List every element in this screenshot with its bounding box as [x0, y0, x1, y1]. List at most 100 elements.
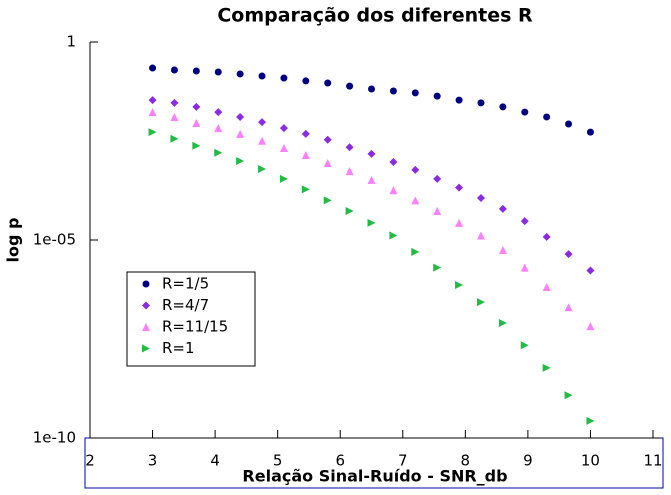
- point: [192, 141, 201, 150]
- y-tick-label: 1e-05: [33, 231, 76, 249]
- x-tick-label: 4: [210, 452, 220, 470]
- point: [520, 217, 529, 226]
- point: [498, 245, 507, 254]
- point: [214, 108, 223, 117]
- point: [301, 151, 310, 160]
- point: [258, 136, 267, 145]
- legend-marker: [142, 301, 150, 310]
- point: [542, 232, 551, 241]
- point: [565, 120, 573, 128]
- legend-marker: [142, 280, 150, 288]
- point: [367, 175, 376, 184]
- point: [280, 74, 288, 82]
- point: [520, 263, 529, 272]
- legend-label: R=11/15: [162, 318, 228, 336]
- x-tick-label: 2: [85, 452, 95, 470]
- point: [170, 112, 179, 121]
- legend-marker: [142, 323, 150, 331]
- point: [170, 98, 179, 107]
- point: [367, 218, 376, 227]
- x-tick-label: 8: [461, 452, 471, 470]
- point: [498, 204, 507, 213]
- point: [411, 165, 420, 174]
- point: [543, 113, 551, 121]
- y-tick-label: 1: [66, 33, 76, 51]
- point: [279, 174, 288, 183]
- point: [433, 92, 441, 100]
- point: [564, 303, 573, 312]
- point: [170, 134, 179, 143]
- point: [389, 186, 398, 195]
- point: [346, 82, 354, 90]
- point: [345, 206, 354, 215]
- legend-label: R=1/5: [162, 275, 209, 293]
- point: [520, 341, 529, 350]
- legend-label: R=1: [162, 339, 195, 357]
- x-tick-label: 7: [398, 452, 408, 470]
- point: [586, 128, 594, 136]
- point: [214, 124, 223, 133]
- point: [214, 148, 223, 157]
- point: [301, 129, 310, 138]
- x-axis-label: Relação Sinal-Ruído - SNR_db: [242, 467, 507, 486]
- point: [279, 144, 288, 153]
- x-tick-label: 3: [148, 452, 158, 470]
- point: [324, 79, 332, 87]
- point: [586, 266, 595, 275]
- point: [192, 102, 201, 111]
- point: [521, 108, 529, 116]
- point: [345, 167, 354, 176]
- point: [433, 174, 442, 183]
- point: [411, 247, 420, 256]
- point: [258, 72, 266, 80]
- point: [542, 283, 551, 292]
- point: [411, 196, 420, 205]
- point: [564, 250, 573, 259]
- y-axis-label: log p: [4, 218, 23, 263]
- point: [236, 156, 245, 165]
- chart-title: Comparação dos diferentes R: [217, 5, 533, 27]
- point: [498, 319, 507, 328]
- point: [148, 128, 157, 137]
- point: [433, 206, 442, 215]
- x-tick-label: 9: [523, 452, 533, 470]
- point: [476, 298, 485, 307]
- x-tick-label: 10: [581, 452, 600, 470]
- x-tick-label: 11: [643, 452, 662, 470]
- point: [564, 391, 573, 400]
- point: [477, 99, 485, 107]
- point: [148, 108, 157, 117]
- point: [455, 183, 464, 192]
- point: [411, 89, 419, 97]
- point: [279, 124, 288, 133]
- point: [433, 263, 442, 272]
- point: [455, 218, 464, 227]
- point: [323, 135, 332, 144]
- legend: [126, 271, 256, 367]
- point: [301, 185, 310, 194]
- legend-label: R=4/7: [162, 296, 209, 314]
- point: [389, 231, 398, 240]
- point: [345, 143, 354, 152]
- point: [586, 416, 595, 425]
- point: [455, 281, 464, 290]
- point: [149, 64, 157, 72]
- y-tick-label: 1e-10: [33, 429, 76, 447]
- point: [302, 77, 310, 85]
- point: [368, 85, 375, 93]
- point: [476, 193, 485, 202]
- point: [192, 67, 200, 75]
- point: [214, 68, 222, 76]
- point: [258, 118, 267, 127]
- point: [476, 231, 485, 240]
- point: [323, 158, 332, 167]
- point: [542, 363, 551, 372]
- point: [455, 96, 463, 104]
- point: [389, 87, 397, 95]
- point: [258, 165, 267, 174]
- point: [389, 158, 398, 167]
- x-tick-label: 6: [335, 452, 345, 470]
- point: [236, 70, 244, 78]
- point: [236, 112, 245, 121]
- point: [236, 129, 245, 138]
